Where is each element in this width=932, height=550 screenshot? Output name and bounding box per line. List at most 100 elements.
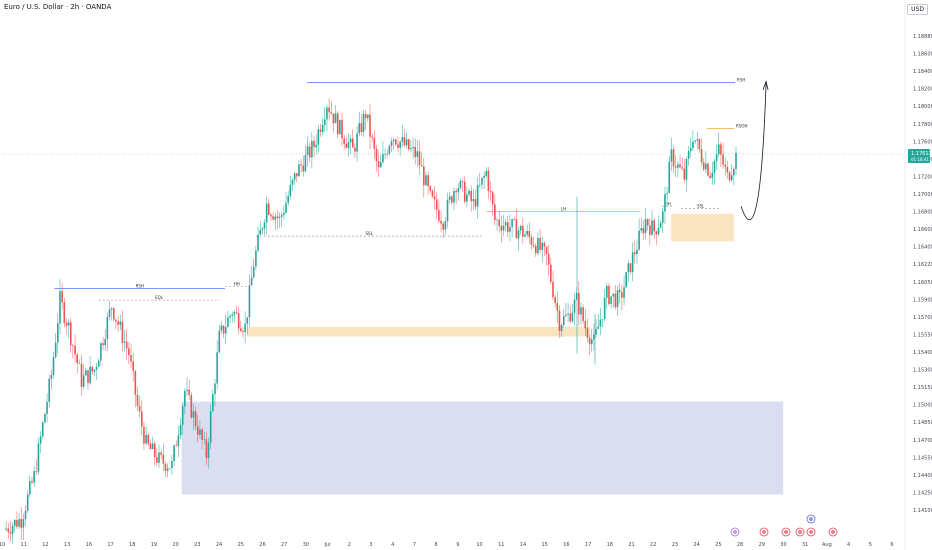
candle-body xyxy=(336,113,339,135)
zones-layer xyxy=(181,213,784,495)
candle-body xyxy=(233,312,236,315)
candle-body xyxy=(677,164,679,168)
candle-body xyxy=(20,519,23,528)
candle-body xyxy=(603,297,606,320)
candle-body xyxy=(332,113,335,124)
candle-body xyxy=(448,196,451,200)
price-tick-label: 1.17800 xyxy=(913,122,932,128)
price-tick-label: 1.16050 xyxy=(913,280,932,286)
time-tick-label: 6 xyxy=(890,542,893,548)
time-axis[interactable]: 10 11 12 13 16 17 18 19 20 23 24 25 26 27 30 Jul 2 3 4 7 8 9 1… xyxy=(0,542,894,548)
price-tick-label: 1.15900 xyxy=(913,297,932,303)
candle-body xyxy=(341,119,343,139)
candle-body xyxy=(519,225,522,231)
candle-body xyxy=(733,168,735,176)
candle-body xyxy=(625,272,627,288)
candle-body xyxy=(631,252,634,273)
currency-button[interactable]: USD xyxy=(907,4,928,15)
candle-body xyxy=(494,204,496,221)
candle-body xyxy=(35,471,38,472)
candle-body xyxy=(689,147,692,152)
candle-body xyxy=(388,145,391,154)
candle-body xyxy=(37,443,40,472)
time-tick-label: 15 xyxy=(541,542,547,548)
candle-body xyxy=(711,172,714,179)
candle-body xyxy=(140,411,143,427)
candle-body xyxy=(655,231,658,235)
candle-body xyxy=(375,148,378,162)
candle-body xyxy=(347,142,350,148)
time-tick-label: 31 xyxy=(802,542,808,548)
candle-body xyxy=(214,383,216,395)
candle-body xyxy=(74,345,76,355)
candle-body xyxy=(65,322,68,326)
candle-body xyxy=(730,175,733,181)
candle-body xyxy=(104,338,106,346)
price-tick-label: 1.17600 xyxy=(913,139,932,145)
price-tick-label: 1.16220 xyxy=(913,262,932,268)
candle-body xyxy=(184,391,186,407)
economic-event-dot xyxy=(733,530,737,534)
candle-body xyxy=(123,341,126,343)
candle-body xyxy=(41,422,44,437)
candle-body xyxy=(565,314,567,316)
candle-body xyxy=(698,139,701,150)
price-tick-label: 1.15150 xyxy=(913,385,932,391)
candle-body xyxy=(427,175,429,187)
candle-body xyxy=(379,162,382,168)
candle-body xyxy=(138,405,141,412)
candle-body xyxy=(61,291,63,303)
candle-body xyxy=(702,162,705,170)
level-label: RSOH xyxy=(736,123,747,128)
candle-body xyxy=(255,250,257,267)
candle-body xyxy=(192,411,195,418)
candle-body xyxy=(463,181,466,202)
candle-body xyxy=(78,363,81,364)
candle-body xyxy=(203,439,206,441)
price-tick-label: 1.18600 xyxy=(913,52,932,58)
time-tick-label: 27 xyxy=(281,542,287,548)
candle-body xyxy=(276,216,279,219)
candle-body xyxy=(683,168,686,180)
candle-body xyxy=(623,287,625,298)
time-tick-label: 3 xyxy=(369,542,372,548)
economic-event-dot xyxy=(809,517,813,521)
price-axis[interactable]: 1.18880 1.18600 1.18400 1.18200 1.18000 1.178… xyxy=(904,0,932,550)
candle-body xyxy=(199,429,201,435)
candle-body xyxy=(586,328,589,338)
candle-body xyxy=(444,221,447,230)
candle-body xyxy=(640,227,643,231)
economic-event-dot xyxy=(798,530,802,534)
candle-body xyxy=(539,237,541,250)
candle-body xyxy=(156,457,158,463)
time-tick-label: Aug xyxy=(822,542,832,548)
candle-body xyxy=(491,192,494,205)
candle-body xyxy=(212,394,214,412)
time-tick-label: Jul xyxy=(324,542,331,548)
projection-arrowhead xyxy=(762,79,769,91)
candle-body xyxy=(713,161,716,173)
candle-body xyxy=(143,426,145,444)
candle-body xyxy=(545,246,548,255)
candle-body xyxy=(509,226,511,232)
price-tick-label: 1.14100 xyxy=(913,508,932,514)
candle-body xyxy=(694,140,696,142)
candle-body xyxy=(80,363,83,387)
candle-body xyxy=(354,147,356,152)
candle-body xyxy=(82,375,85,387)
time-tick-label: 8 xyxy=(435,542,438,548)
time-tick-label: 11 xyxy=(498,542,504,548)
candle-body xyxy=(168,467,171,469)
price-tick-label: 1.16800 xyxy=(913,210,932,216)
candles-layer xyxy=(5,98,737,544)
candle-body xyxy=(171,460,173,468)
candle-body xyxy=(468,190,470,195)
time-tick-label: 4 xyxy=(847,542,850,548)
candle-body xyxy=(685,158,688,180)
candle-body xyxy=(550,264,552,282)
time-tick-label: 18 xyxy=(129,542,135,548)
candle-body xyxy=(89,366,91,383)
candle-body xyxy=(237,313,240,329)
candle-body xyxy=(72,345,74,346)
